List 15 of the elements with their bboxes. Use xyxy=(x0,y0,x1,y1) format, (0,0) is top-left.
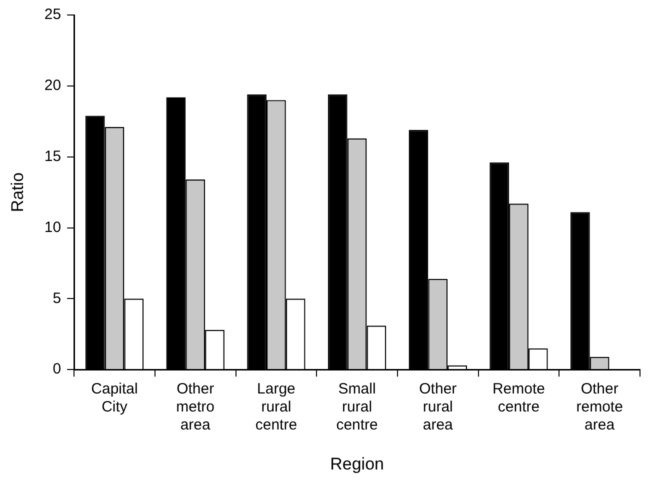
x-tick-label: Other metro area xyxy=(176,380,215,434)
y-tick-label: 15 xyxy=(44,148,62,165)
x-tick-label: Small rural centre xyxy=(336,380,378,434)
y-tick-label: 20 xyxy=(44,77,62,94)
y-axis-title: Ratio xyxy=(8,172,27,212)
y-tick-label: 10 xyxy=(44,218,62,236)
x-tick-label: Capital City xyxy=(91,380,138,416)
x-tick-label: Remote centre xyxy=(492,380,545,416)
y-tick-label: 0 xyxy=(52,360,62,378)
x-tick-label: Large rural centre xyxy=(255,380,298,434)
x-tick-label: Other remote area xyxy=(576,380,623,434)
y-tick-label: 5 xyxy=(52,290,62,307)
x-tick-label: Other rural area xyxy=(419,380,457,434)
x-axis-title: Region xyxy=(330,454,384,474)
y-tick-label: 25 xyxy=(44,6,62,24)
